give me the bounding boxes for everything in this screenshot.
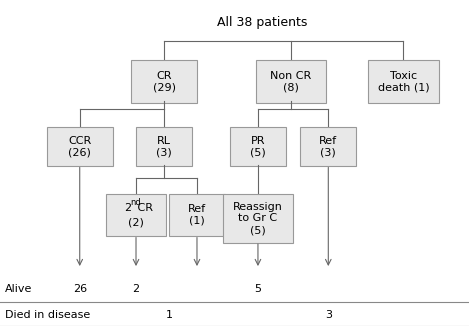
- Text: PR
(5): PR (5): [250, 136, 266, 157]
- FancyBboxPatch shape: [300, 127, 356, 166]
- Text: 26: 26: [73, 284, 87, 293]
- Text: Ref
(3): Ref (3): [319, 136, 337, 157]
- Text: 1: 1: [166, 310, 172, 319]
- Text: 3: 3: [325, 310, 332, 319]
- Text: RL
(3): RL (3): [156, 136, 172, 157]
- FancyBboxPatch shape: [169, 194, 225, 236]
- Text: 2: 2: [132, 284, 140, 293]
- Text: 2: 2: [124, 203, 131, 213]
- Text: CR
(29): CR (29): [152, 71, 176, 92]
- Text: Non CR
(8): Non CR (8): [270, 71, 311, 92]
- FancyBboxPatch shape: [131, 60, 197, 103]
- Text: Reassign
to Gr C
(5): Reassign to Gr C (5): [233, 202, 283, 235]
- Text: All 38 patients: All 38 patients: [218, 16, 308, 29]
- FancyBboxPatch shape: [368, 60, 439, 103]
- FancyBboxPatch shape: [136, 127, 192, 166]
- FancyBboxPatch shape: [256, 60, 326, 103]
- Text: Toxic
death (1): Toxic death (1): [378, 71, 429, 92]
- FancyBboxPatch shape: [106, 194, 166, 236]
- Text: CCR
(26): CCR (26): [68, 136, 91, 157]
- Text: Alive: Alive: [5, 284, 32, 293]
- FancyBboxPatch shape: [223, 194, 293, 243]
- FancyBboxPatch shape: [47, 127, 113, 166]
- Text: CR: CR: [134, 203, 153, 213]
- Text: nd: nd: [130, 198, 141, 207]
- Text: Ref
(1): Ref (1): [188, 204, 206, 226]
- FancyBboxPatch shape: [230, 127, 286, 166]
- Text: Died in disease: Died in disease: [5, 310, 90, 319]
- Text: (2): (2): [128, 217, 144, 227]
- Text: 5: 5: [255, 284, 261, 293]
